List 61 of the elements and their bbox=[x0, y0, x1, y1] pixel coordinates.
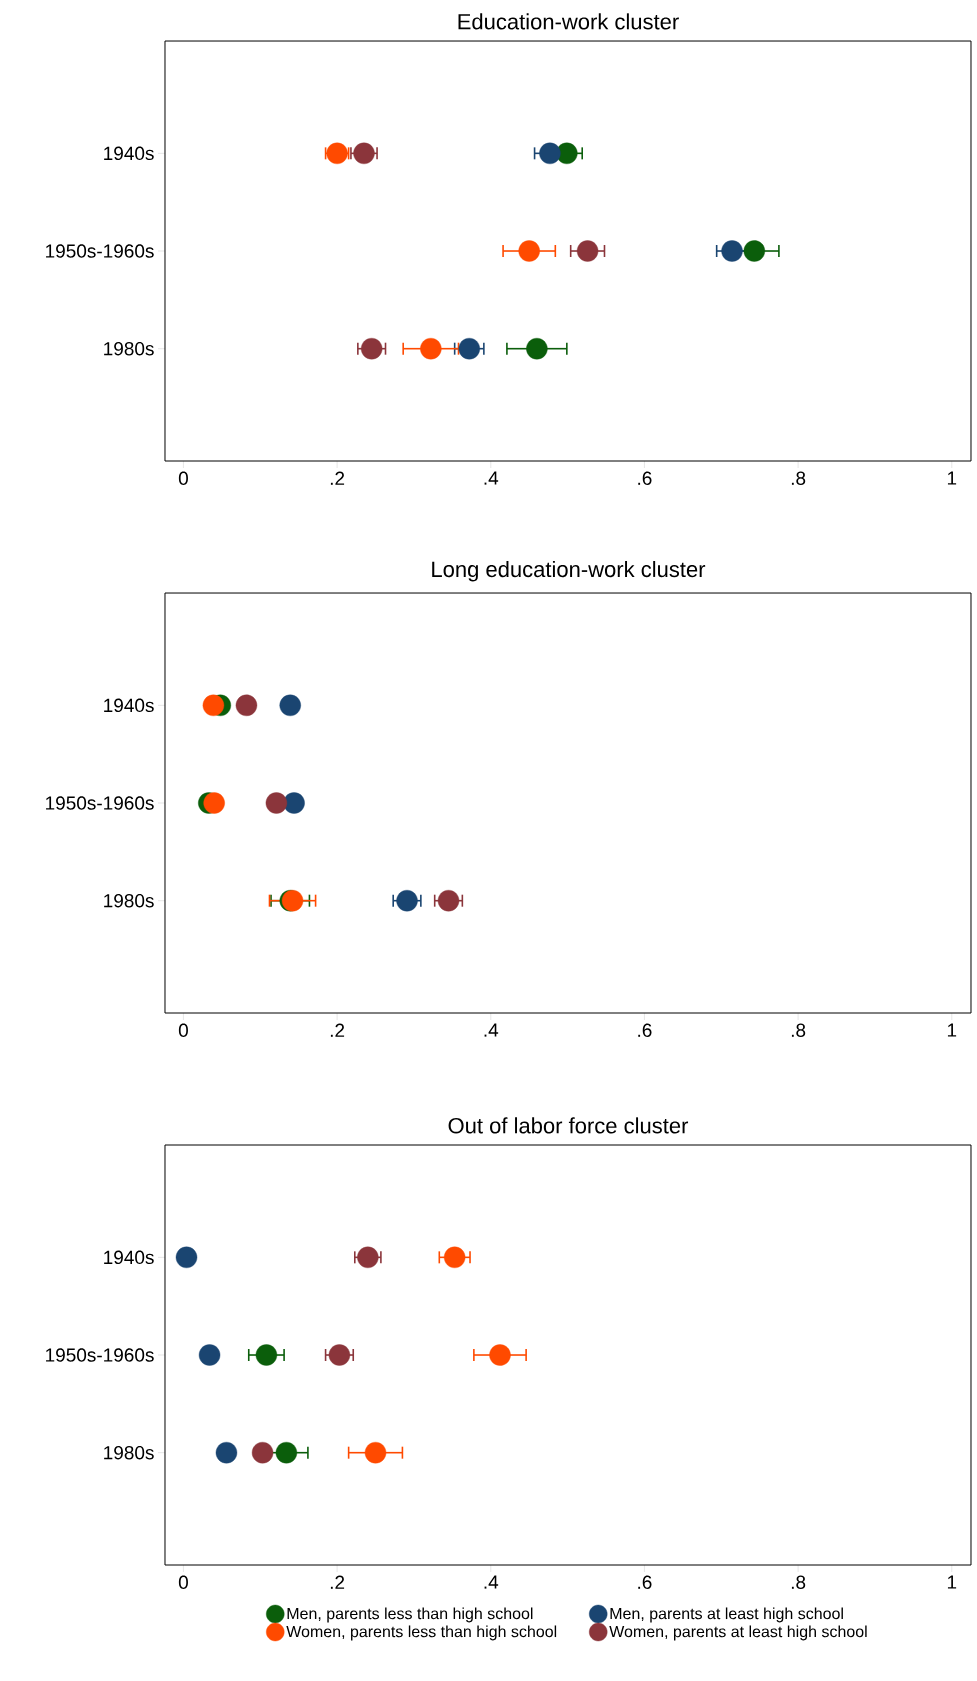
point bbox=[255, 1344, 278, 1366]
point bbox=[203, 792, 225, 814]
x-tick-label: .8 bbox=[791, 1575, 806, 1589]
y-tick-label: 1940s bbox=[104, 698, 154, 713]
point bbox=[357, 1246, 379, 1269]
point bbox=[526, 337, 548, 360]
x-tick-label: 1 bbox=[947, 1575, 957, 1589]
legend-label: Men, parents at least high school bbox=[610, 1607, 843, 1623]
point bbox=[489, 1344, 511, 1366]
x-tick-label: .2 bbox=[330, 1575, 345, 1589]
point bbox=[202, 694, 225, 717]
point bbox=[721, 240, 743, 262]
point bbox=[539, 142, 561, 165]
point bbox=[443, 1246, 466, 1269]
x-tick-label: .6 bbox=[638, 1575, 652, 1589]
x-tick-label: .2 bbox=[330, 471, 345, 485]
point bbox=[576, 240, 599, 262]
x-tick-label: 0 bbox=[178, 1023, 188, 1037]
point bbox=[265, 792, 288, 814]
y-tick-label: 1980s bbox=[104, 341, 154, 356]
x-tick-label: .6 bbox=[638, 1023, 652, 1037]
point bbox=[743, 240, 766, 262]
x-tick-label: .6 bbox=[638, 471, 652, 485]
point bbox=[279, 694, 301, 717]
point bbox=[283, 792, 305, 814]
legend-label: Women, parents at least high school bbox=[609, 1625, 867, 1641]
legend-label: Women, parents less than high school bbox=[286, 1625, 557, 1641]
y-tick-label: 1940s bbox=[104, 146, 154, 161]
point bbox=[198, 1344, 221, 1366]
y-tick-label: 1950s-1960s bbox=[46, 796, 154, 810]
x-tick-label: .8 bbox=[791, 471, 806, 485]
y-tick-label: 1980s bbox=[104, 893, 154, 908]
y-tick-label: 1980s bbox=[104, 1445, 154, 1460]
x-tick-label: .8 bbox=[791, 1023, 806, 1037]
point bbox=[215, 1441, 238, 1464]
x-tick-label: .4 bbox=[484, 1023, 499, 1037]
y-tick-label: 1950s-1960s bbox=[46, 1348, 154, 1362]
x-tick-label: 0 bbox=[178, 471, 188, 485]
legend-label: Men, parents less than high school bbox=[287, 1607, 533, 1623]
point bbox=[458, 337, 480, 360]
chart-title: Out of labor force cluster bbox=[448, 1117, 689, 1134]
y-tick-label: 1950s-1960s bbox=[46, 244, 154, 258]
x-tick-label: .2 bbox=[330, 1023, 345, 1037]
x-tick-label: .4 bbox=[484, 1575, 499, 1589]
x-tick-label: 0 bbox=[178, 1575, 188, 1589]
point bbox=[353, 142, 375, 165]
chart-title: Long education-work cluster bbox=[432, 560, 706, 582]
point bbox=[251, 1441, 274, 1464]
point bbox=[328, 1344, 351, 1366]
x-tick-label: .4 bbox=[484, 471, 499, 485]
point bbox=[275, 1441, 298, 1464]
point bbox=[175, 1246, 198, 1269]
y-tick-label: 1940s bbox=[104, 1250, 154, 1265]
chart-title: Education-work cluster bbox=[458, 13, 679, 30]
x-tick-label: 1 bbox=[947, 471, 957, 485]
point bbox=[235, 694, 258, 717]
x-tick-label: 1 bbox=[947, 1023, 957, 1037]
point bbox=[420, 337, 442, 360]
point bbox=[518, 240, 540, 262]
point bbox=[364, 1441, 387, 1464]
point bbox=[326, 142, 348, 165]
